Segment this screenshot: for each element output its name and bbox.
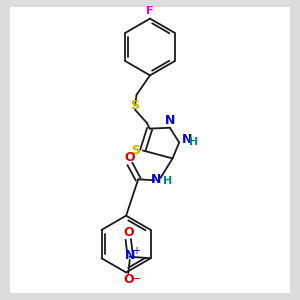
Text: O: O	[123, 273, 134, 286]
Text: H: H	[164, 176, 173, 186]
Text: +: +	[132, 246, 140, 256]
Text: S: S	[130, 99, 140, 112]
Text: S: S	[131, 144, 140, 157]
Text: N: N	[151, 173, 161, 186]
Text: O: O	[123, 226, 134, 239]
Text: N: N	[182, 133, 192, 146]
Text: H: H	[190, 137, 199, 147]
Text: O: O	[124, 151, 135, 164]
Text: F: F	[146, 6, 154, 16]
Text: N: N	[124, 249, 135, 262]
Text: N: N	[165, 114, 175, 127]
Text: −: −	[132, 274, 141, 284]
